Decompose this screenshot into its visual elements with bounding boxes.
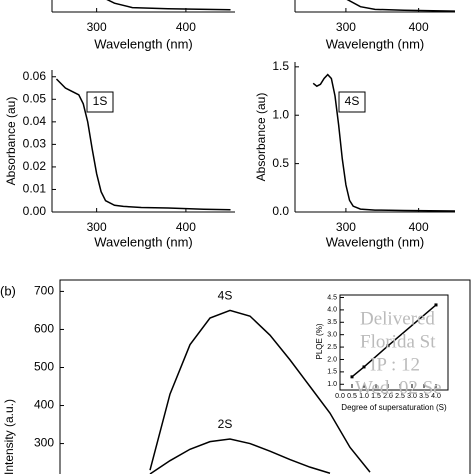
x-tick-label: 400: [176, 220, 196, 234]
y-tick-label: 0.02: [23, 159, 47, 173]
y-tick-label: 1.0: [327, 381, 337, 388]
marker: [434, 303, 438, 307]
plot-frame: [59, 279, 471, 474]
series-line: [149, 309, 371, 473]
x-tick-label: 400: [409, 220, 429, 234]
marker: [362, 365, 366, 369]
x-tick-label: 2.5: [395, 393, 405, 400]
y-axis-label: Absorbance (au): [4, 97, 18, 186]
x-axis-label: Wavelength (nm): [326, 36, 425, 51]
y-tick-label: 1.5: [327, 369, 337, 376]
series-line: [55, 78, 231, 211]
y-tick-label: 500: [34, 360, 54, 374]
y-axis-label: Intensity (a.u.): [2, 399, 16, 474]
x-tick-label: 300: [336, 20, 356, 34]
panel-tag: 4S: [345, 94, 360, 108]
x-tick-label: 300: [87, 220, 107, 234]
x-tick-label: 3.5: [419, 393, 429, 400]
x-tick-label: 4.0: [431, 393, 441, 400]
x-tick-label: 300: [336, 220, 356, 234]
x-tick-label: 0.0: [335, 393, 345, 400]
x-tick-label: 400: [409, 20, 429, 34]
y-tick-label: 1.0: [272, 107, 289, 121]
y-axis-label: Absorbance (au): [254, 93, 268, 182]
series-line: [351, 304, 437, 378]
y-tick-label: 400: [34, 398, 54, 412]
y-tick-label: 0.05: [23, 91, 47, 105]
y-tick-label: 4.0: [327, 307, 337, 314]
series-line: [346, 0, 455, 12]
x-axis-label: Wavelength (nm): [94, 234, 193, 249]
series-line: [106, 0, 231, 11]
y-tick-label: 0.03: [23, 137, 47, 151]
label-box: [86, 91, 114, 113]
series-line: [312, 73, 455, 212]
marker: [350, 375, 354, 379]
marker: [386, 344, 390, 348]
series-label: 4S: [218, 289, 233, 303]
panel-label: (b): [0, 283, 16, 298]
watermark: Delivered: [360, 308, 435, 329]
y-tick-label: 3.0: [327, 332, 337, 339]
x-tick-label: 0.5: [347, 393, 357, 400]
x-tick-label: 1.0: [359, 393, 369, 400]
y-tick-label: 300: [34, 436, 54, 450]
x-tick-label: 2.0: [383, 393, 393, 400]
y-tick-label: 600: [34, 322, 54, 336]
watermark: Florida St: [360, 331, 436, 352]
series-line: [149, 438, 331, 474]
y-tick-label: 1.5: [272, 59, 289, 73]
x-axis-label: Wavelength (nm): [94, 36, 193, 51]
y-tick-label: 0.00: [23, 204, 47, 218]
y-tick-label: 2.5: [327, 344, 337, 351]
x-tick-label: 300: [87, 20, 107, 34]
y-axis-label: PLQE (%): [315, 323, 324, 359]
label-box: [338, 91, 366, 113]
series-label: 2S: [218, 417, 233, 431]
x-axis-label: Wavelength (nm): [326, 234, 425, 249]
y-tick-label: 0.5: [272, 156, 289, 170]
panel-tag: 1S: [93, 94, 108, 108]
x-tick-label: 3.0: [407, 393, 417, 400]
y-tick-label: 0.04: [23, 114, 47, 128]
y-tick-label: 4.5: [327, 294, 337, 301]
y-tick-label: 0.06: [23, 69, 47, 83]
x-axis-label: Degree of supersaturation (S): [341, 403, 447, 412]
y-tick-label: 3.5: [327, 319, 337, 326]
y-tick-label: 0.01: [23, 182, 47, 196]
watermark: Wed, 02 Se: [355, 377, 442, 398]
x-tick-label: 400: [176, 20, 196, 34]
x-tick-label: 1.5: [371, 393, 381, 400]
y-tick-label: 700: [34, 284, 54, 298]
watermark: IP : 12: [370, 354, 420, 375]
y-tick-label: 2.0: [327, 356, 337, 363]
y-tick-label: 0.0: [272, 204, 289, 218]
